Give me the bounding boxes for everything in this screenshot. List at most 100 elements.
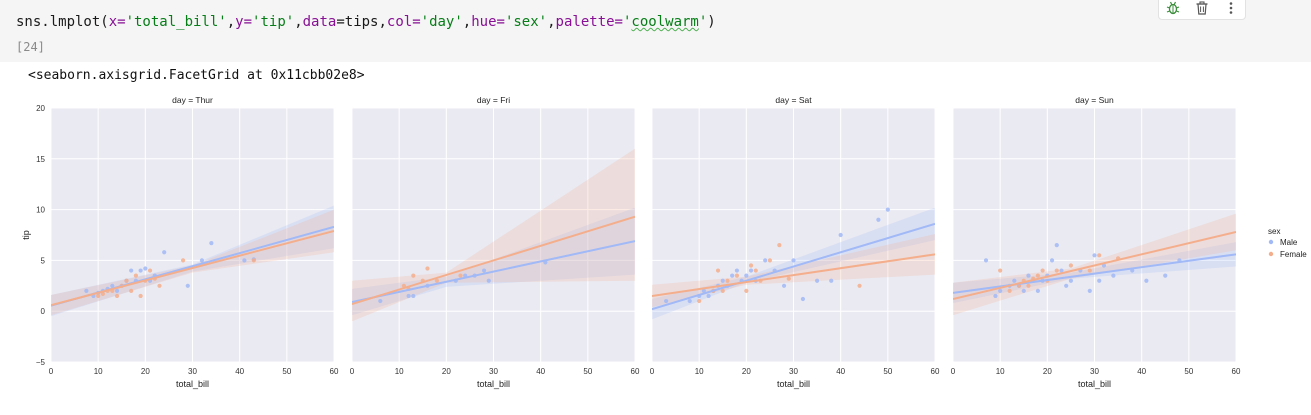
male-confidence-band xyxy=(953,242,1236,304)
female-data-point xyxy=(786,276,791,281)
x-tick-label: 10 xyxy=(94,367,103,376)
code-token: ' xyxy=(622,14,632,30)
male-data-point xyxy=(378,298,383,304)
male-data-point xyxy=(791,258,796,263)
facet-panel: 0 10 20 30 40 50 60 day = Sun total_bill xyxy=(951,95,1241,389)
male-data-point xyxy=(242,258,247,263)
x-tick-label: 50 xyxy=(883,367,892,376)
female-data-point xyxy=(697,298,702,304)
female-data-point xyxy=(434,278,439,283)
x-tick-label: 40 xyxy=(1137,367,1146,376)
y-tick-label: −5 xyxy=(36,358,46,367)
male-data-point xyxy=(1087,288,1092,293)
x-tick-label: 40 xyxy=(235,367,244,376)
panel-content xyxy=(652,207,935,320)
bug-icon[interactable] xyxy=(1165,0,1181,16)
male-data-point xyxy=(763,258,768,263)
male-data-point xyxy=(1163,273,1168,278)
panel-title: day = Sat xyxy=(775,95,812,105)
male-data-point xyxy=(748,268,754,273)
panel-content xyxy=(51,205,334,317)
x-tick-label: 10 xyxy=(996,367,1005,376)
x-tick-label: 0 xyxy=(650,367,655,376)
y-axis-label: tip xyxy=(21,230,31,240)
male-data-point xyxy=(185,283,190,288)
x-tick-label: 20 xyxy=(1043,367,1052,376)
trash-icon[interactable] xyxy=(1194,0,1210,16)
code-token: , xyxy=(462,14,472,30)
cell-toolbar xyxy=(1158,0,1246,20)
x-tick-label: 40 xyxy=(836,367,845,376)
more-icon[interactable] xyxy=(1223,0,1239,16)
male-data-point xyxy=(1059,268,1064,273)
female-data-point xyxy=(767,258,773,263)
male-data-point xyxy=(481,268,487,273)
male-data-point xyxy=(1012,278,1017,283)
female-data-point xyxy=(1007,288,1012,293)
legend-entry: Female xyxy=(1280,250,1307,259)
female-data-point xyxy=(1087,268,1092,273)
female-data-point xyxy=(1035,273,1040,278)
female-data-point xyxy=(147,268,153,273)
male-data-point xyxy=(814,278,820,283)
x-tick-label: 50 xyxy=(583,367,592,376)
x-axis-label: total_bill xyxy=(176,379,209,389)
legend-entry: Male xyxy=(1280,238,1298,247)
male-data-point xyxy=(1021,288,1026,293)
male-data-point xyxy=(781,283,787,288)
panel-content xyxy=(953,213,1236,316)
x-tick-label: 60 xyxy=(1232,367,1241,376)
y-tick-label: 20 xyxy=(36,104,45,113)
female-regression-line xyxy=(652,253,935,297)
code-line[interactable]: sns.lmplot(x='total_bill',y='tip',data=t… xyxy=(16,14,716,30)
panel-title: day = Sun xyxy=(1075,95,1114,105)
female-data-point xyxy=(734,273,740,278)
y-tick-label: 0 xyxy=(41,307,46,316)
x-tick-label: 30 xyxy=(188,367,197,376)
male-data-point xyxy=(744,273,749,278)
x-tick-label: 20 xyxy=(742,367,751,376)
code-token: col= xyxy=(386,14,421,30)
male-data-point xyxy=(114,288,120,293)
male-data-point xyxy=(1035,288,1040,293)
male-data-point xyxy=(838,232,843,238)
male-data-point xyxy=(1097,278,1102,283)
x-axis-label: total_bill xyxy=(477,379,510,389)
female-data-point xyxy=(180,258,186,263)
male-data-point xyxy=(84,288,89,293)
female-data-point xyxy=(715,268,721,273)
female-data-point xyxy=(251,258,256,263)
female-data-point xyxy=(425,266,430,271)
male-data-point xyxy=(885,207,890,212)
code-cell[interactable]: sns.lmplot(x='total_bill',y='tip',data=t… xyxy=(0,0,1311,62)
female-data-point xyxy=(998,268,1003,273)
male-data-point xyxy=(1111,273,1116,278)
male-data-point xyxy=(1054,243,1059,248)
legend-marker xyxy=(1268,239,1274,245)
female-regression-line xyxy=(51,229,334,307)
female-data-point xyxy=(1054,268,1059,273)
female-data-point xyxy=(777,243,782,248)
male-data-point xyxy=(129,268,134,273)
code-token: hue= xyxy=(471,14,505,30)
x-tick-label: 60 xyxy=(330,367,339,376)
female-data-point xyxy=(114,293,120,299)
female-data-point xyxy=(133,273,138,278)
x-tick-label: 20 xyxy=(141,367,150,376)
panel-title: day = Thur xyxy=(172,95,213,105)
male-data-point xyxy=(1026,273,1031,278)
code-token: 'day' xyxy=(420,14,463,30)
x-tick-label: 50 xyxy=(1184,367,1193,376)
code-token: =tips, xyxy=(336,14,387,30)
code-token: x= xyxy=(108,14,126,30)
male-data-point xyxy=(706,293,711,299)
female-data-point xyxy=(138,293,143,299)
x-tick-label: 0 xyxy=(951,367,956,376)
female-data-point xyxy=(100,291,105,297)
male-regression-line xyxy=(352,240,635,304)
code-token: , xyxy=(294,14,303,30)
male-data-point xyxy=(687,298,692,304)
male-data-point xyxy=(199,258,205,263)
